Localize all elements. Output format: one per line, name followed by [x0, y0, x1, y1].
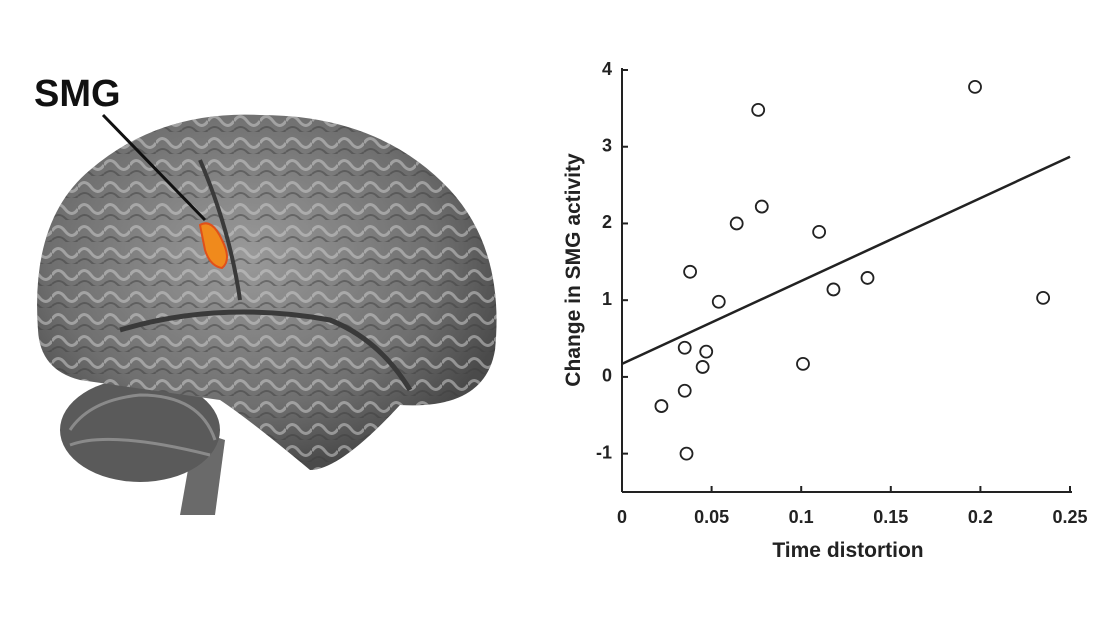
- y-tick-label: 0: [602, 366, 612, 386]
- data-point: [860, 271, 875, 285]
- data-point: [812, 224, 827, 239]
- data-point: [679, 446, 694, 461]
- data-point: [677, 383, 692, 398]
- y-tick-label: 3: [602, 135, 612, 155]
- y-axis-label: Change in SMG activity: [562, 153, 585, 387]
- data-point: [654, 399, 669, 413]
- data-point: [754, 199, 769, 214]
- data-point: [968, 79, 982, 94]
- x-tick-label: 0.2: [968, 507, 993, 527]
- data-point: [826, 282, 841, 297]
- x-tick-label: 0: [617, 507, 627, 527]
- brain-image: [37, 113, 497, 515]
- data-point: [751, 102, 766, 117]
- data-point: [683, 264, 697, 279]
- data-point: [796, 356, 810, 371]
- data-point: [1036, 290, 1051, 305]
- x-tick-label: 0.05: [694, 507, 729, 527]
- x-tick-label: 0.1: [789, 507, 814, 527]
- data-point: [711, 294, 726, 309]
- y-tick-label: 4: [602, 59, 612, 79]
- y-tick-label: 1: [602, 289, 612, 309]
- y-tick-label: 2: [602, 212, 612, 232]
- data-point: [695, 360, 710, 374]
- brain-label: SMG: [34, 73, 121, 115]
- data-point: [699, 344, 714, 359]
- x-tick-label: 0.15: [873, 507, 908, 527]
- x-tick-label: 0.25: [1052, 507, 1087, 527]
- y-tick-label: -1: [596, 442, 612, 462]
- x-axis-label: Time distortion: [772, 539, 923, 562]
- data-point: [677, 340, 692, 355]
- trend-line: [621, 155, 1071, 365]
- data-point: [729, 216, 744, 231]
